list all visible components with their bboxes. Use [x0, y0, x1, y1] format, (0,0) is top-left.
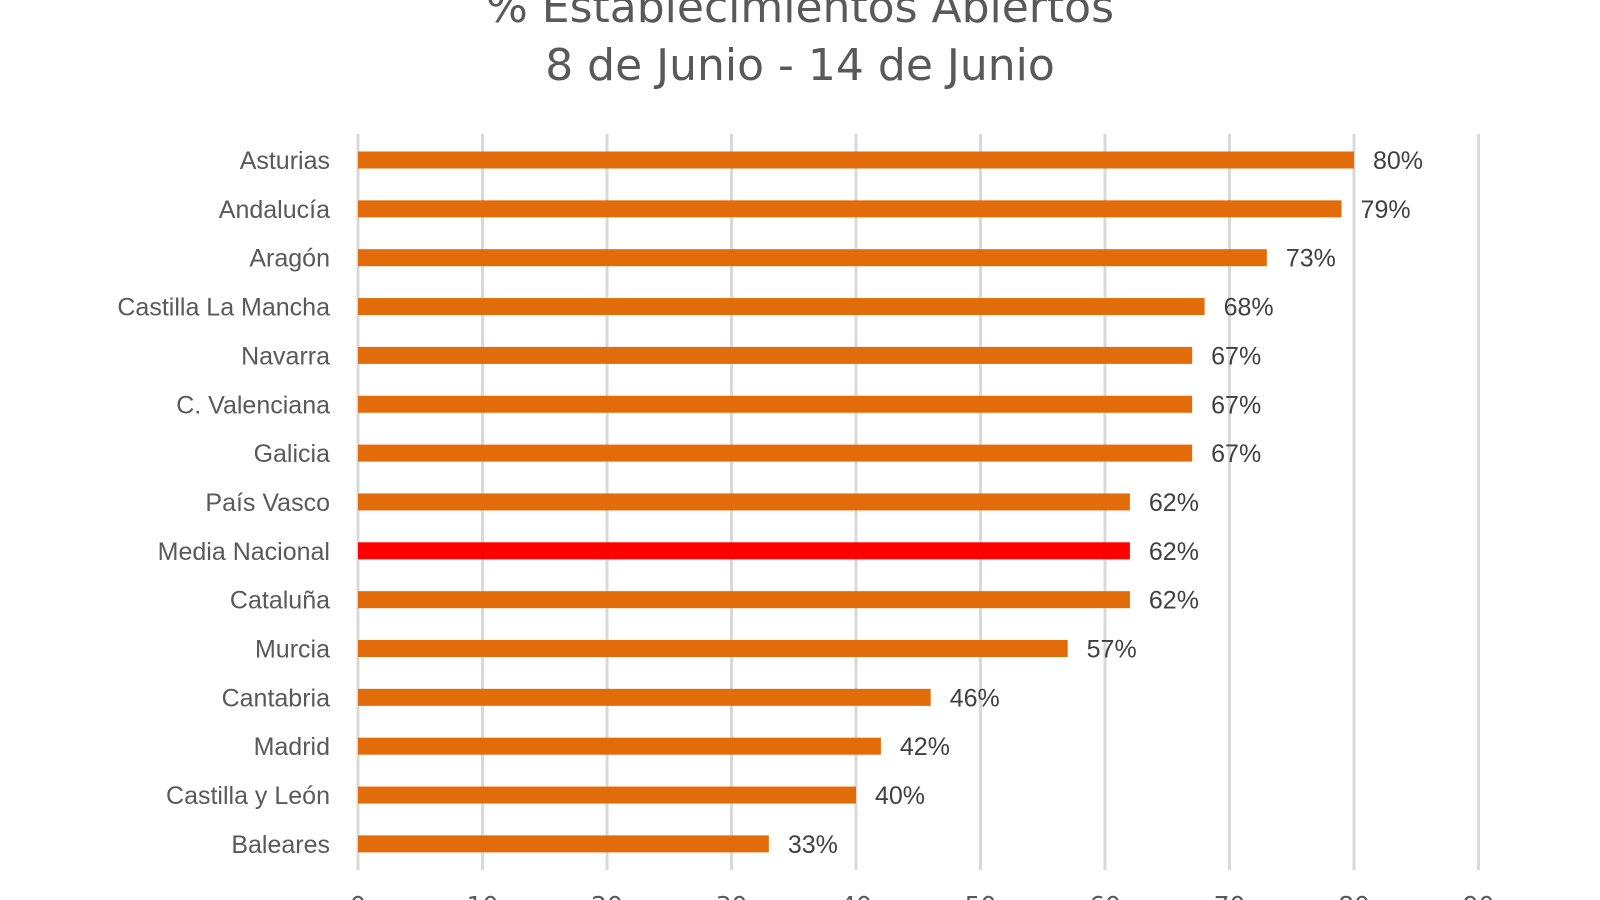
data-label: 67% — [1211, 391, 1261, 419]
data-label: 67% — [1211, 342, 1261, 370]
category-label: Cantabria — [222, 684, 330, 712]
data-label: 46% — [950, 684, 1000, 712]
category-label: Andalucía — [219, 196, 330, 224]
bar — [358, 298, 1205, 316]
bar — [358, 688, 931, 706]
x-tick-label: 0 — [350, 891, 366, 900]
data-label: 57% — [1087, 636, 1137, 664]
bar — [358, 249, 1267, 267]
x-tick-label: 60 — [1089, 891, 1121, 900]
data-label: 79% — [1361, 196, 1411, 224]
data-label: 62% — [1149, 538, 1199, 566]
category-label: Castilla y León — [166, 782, 330, 810]
chart-subtitle: 8 de Junio - 14 de Junio — [545, 40, 1055, 91]
data-label: 62% — [1149, 587, 1199, 615]
category-label: C. Valenciana — [176, 391, 330, 419]
bar — [358, 591, 1130, 609]
x-tick-label: 10 — [467, 891, 499, 900]
bar — [358, 493, 1130, 511]
data-label: 33% — [788, 831, 838, 859]
bar — [358, 346, 1193, 364]
x-tick-label: 40 — [840, 891, 872, 900]
bar — [358, 786, 856, 804]
bar-highlight — [358, 542, 1130, 560]
bar — [358, 737, 881, 755]
bar — [358, 640, 1068, 657]
data-label: 73% — [1286, 245, 1336, 273]
category-label: Asturias — [240, 147, 330, 175]
data-label: 68% — [1224, 294, 1274, 322]
data-label: 62% — [1149, 489, 1199, 517]
category-label: Media Nacional — [158, 538, 330, 566]
category-label: Aragón — [249, 245, 330, 273]
category-label: Baleares — [231, 831, 330, 859]
category-label: País Vasco — [205, 489, 330, 517]
x-tick-label: 20 — [591, 891, 623, 900]
category-label: Galicia — [254, 440, 331, 468]
x-tick-label: 70 — [1214, 891, 1246, 900]
data-label: 67% — [1211, 440, 1261, 468]
bar — [358, 200, 1342, 218]
x-tick-label: 80 — [1338, 891, 1370, 900]
category-label: Castilla La Mancha — [117, 294, 330, 322]
bar — [358, 835, 769, 853]
x-tick-label: 50 — [965, 891, 997, 900]
category-label: Murcia — [255, 636, 330, 664]
x-tick-label: 30 — [716, 891, 748, 900]
chart-title: % Establecimientos Abiertos — [485, 0, 1114, 33]
data-label: 40% — [875, 782, 925, 810]
category-label: Navarra — [241, 342, 330, 370]
category-label: Cataluña — [230, 587, 330, 615]
x-tick-label: 90 — [1463, 891, 1495, 900]
bar — [358, 444, 1193, 462]
data-label: 42% — [900, 733, 950, 761]
data-label: 80% — [1373, 147, 1423, 175]
category-label: Madrid — [254, 733, 330, 761]
bar — [358, 395, 1193, 413]
bar — [358, 151, 1354, 169]
